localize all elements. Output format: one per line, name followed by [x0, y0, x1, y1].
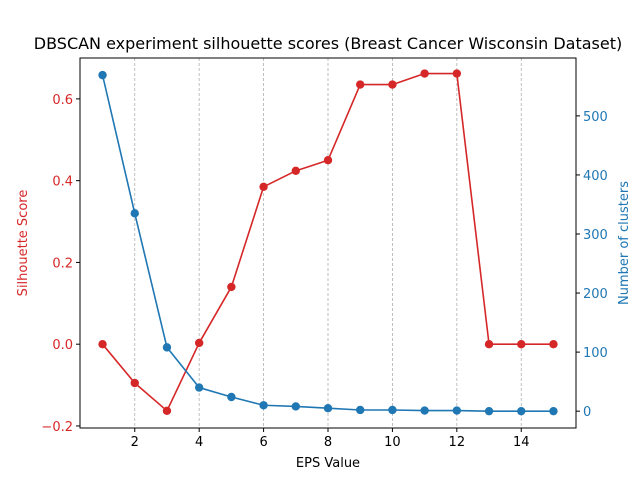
silhouette-point [420, 69, 429, 78]
axis-layer: 2 4 6 8 10 12 14 −0.2 0.0 0.2 0.4 0.6 0 100 200 300 400 5… [41, 93, 607, 450]
clusters-point [291, 402, 300, 411]
silhouette-point [452, 69, 462, 78]
clusters-point [323, 404, 333, 413]
left-y-tick-label: 0.4 [52, 175, 73, 190]
left-axis-title: Silhouette Score [16, 190, 31, 297]
x-tick-label: 4 [195, 435, 203, 450]
silhouette-point [162, 406, 172, 416]
x-tick-label: 2 [131, 435, 139, 450]
clusters-point [517, 406, 526, 416]
x-tick-label: 14 [513, 435, 530, 450]
silhouette-point [98, 339, 107, 349]
silhouette-point [291, 166, 300, 176]
right-y-tick-label: 100 [583, 346, 608, 361]
silhouette-point [227, 282, 236, 292]
right-axis-title: Number of clusters [617, 181, 632, 305]
left-y-tick-label: 0.6 [52, 93, 73, 108]
silhouette-point [356, 80, 365, 89]
right-y-tick-label: 400 [583, 169, 608, 184]
silhouette-point [259, 182, 268, 191]
silhouette-point [323, 156, 333, 165]
clusters-point [549, 406, 558, 416]
x-tick-label: 12 [449, 435, 466, 450]
left-y-tick-label: 0.0 [52, 338, 73, 353]
clusters-point [484, 406, 494, 416]
silhouette-point [517, 339, 526, 349]
clusters-point [162, 343, 172, 352]
right-y-tick-label: 300 [583, 228, 608, 243]
silhouette-point [194, 338, 204, 348]
grid-lines [134, 58, 522, 428]
x-tick-label: 10 [384, 435, 401, 450]
right-y-tick-label: 200 [583, 287, 608, 302]
clusters-point [452, 406, 462, 415]
right-y-tick-label: 500 [583, 110, 608, 125]
clusters-point [356, 405, 365, 415]
silhouette-point [388, 80, 397, 89]
x-tick-label: 8 [324, 435, 332, 450]
series-layer [98, 69, 558, 416]
clusters-point [194, 383, 204, 392]
left-y-tick-label: 0.2 [52, 256, 73, 271]
clusters-point [259, 401, 268, 410]
chart-title: DBSCAN experiment silhouette scores (Bre… [34, 34, 622, 53]
silhouette-point [130, 378, 139, 388]
x-tick-label: 6 [259, 435, 267, 450]
silhouette-point [549, 339, 558, 349]
x-axis-title: EPS Value [296, 456, 360, 471]
clusters-point [388, 405, 397, 415]
clusters-point [227, 392, 236, 402]
clusters-point [420, 406, 429, 415]
clusters-point [98, 70, 107, 80]
right-y-tick-label: 0 [583, 405, 591, 420]
silhouette-point [484, 339, 494, 349]
clusters-point [130, 209, 139, 218]
left-y-tick-label: −0.2 [41, 420, 73, 435]
